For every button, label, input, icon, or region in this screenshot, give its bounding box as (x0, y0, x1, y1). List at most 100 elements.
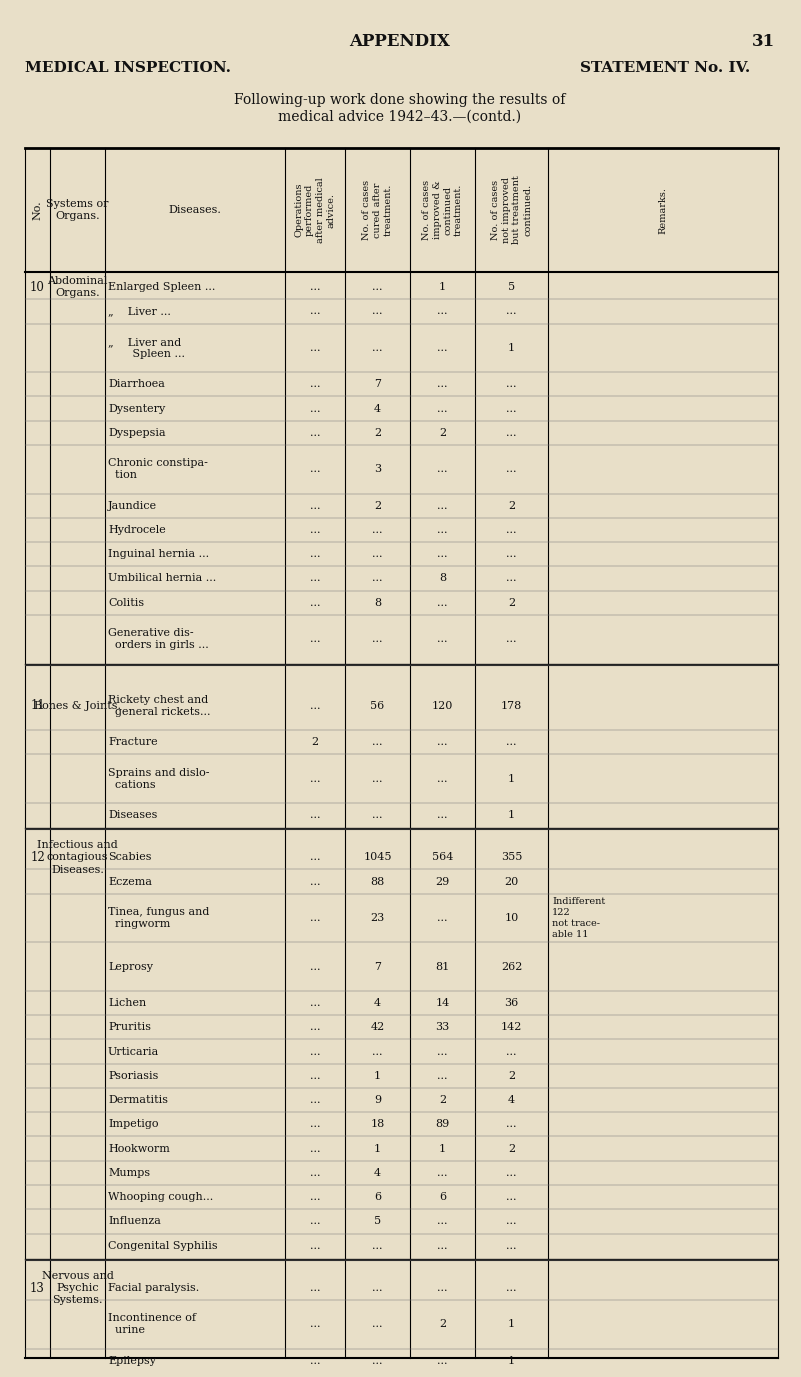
Text: Eczema: Eczema (108, 877, 152, 887)
Text: 29: 29 (436, 877, 449, 887)
Text: No. of cases
improved &
continued
treatment.: No. of cases improved & continued treatm… (422, 180, 463, 240)
Text: 4: 4 (508, 1095, 515, 1106)
Text: 6: 6 (439, 1192, 446, 1202)
Text: ...: ... (372, 307, 383, 317)
Text: ...: ... (372, 525, 383, 534)
Text: ...: ... (437, 525, 448, 534)
Text: Dermatitis: Dermatitis (108, 1095, 168, 1106)
Text: ...: ... (506, 1283, 517, 1293)
Text: Dyspepsia: Dyspepsia (108, 428, 166, 438)
Text: ...: ... (506, 379, 517, 390)
Text: ...: ... (310, 852, 320, 862)
Text: ...: ... (437, 403, 448, 413)
Text: Epilepsy: Epilepsy (108, 1356, 156, 1366)
Text: Leprosy: Leprosy (108, 961, 153, 972)
Text: „    Liver and
       Spleen ...: „ Liver and Spleen ... (108, 337, 185, 359)
Text: ...: ... (310, 810, 320, 819)
Text: „    Liver ...: „ Liver ... (108, 307, 171, 317)
Text: ...: ... (506, 403, 517, 413)
Text: 2: 2 (439, 428, 446, 438)
Text: ...: ... (437, 913, 448, 923)
Text: 1: 1 (374, 1144, 381, 1154)
Text: ...: ... (506, 1216, 517, 1227)
Text: 1: 1 (508, 343, 515, 353)
Text: ...: ... (437, 774, 448, 784)
Text: 120: 120 (432, 701, 453, 711)
Text: 33: 33 (436, 1022, 449, 1033)
Text: 178: 178 (501, 701, 522, 711)
Text: Whooping cough...: Whooping cough... (108, 1192, 213, 1202)
Text: Influenza: Influenza (108, 1216, 161, 1227)
Text: 4: 4 (374, 998, 381, 1008)
Text: ...: ... (372, 1283, 383, 1293)
Text: ...: ... (372, 573, 383, 584)
Text: ...: ... (310, 701, 320, 711)
Text: 4: 4 (374, 403, 381, 413)
Text: ...: ... (437, 343, 448, 353)
Text: 89: 89 (436, 1120, 449, 1129)
Text: ...: ... (506, 1120, 517, 1129)
Text: 1: 1 (374, 1071, 381, 1081)
Text: ...: ... (310, 1241, 320, 1250)
Text: ...: ... (506, 1047, 517, 1056)
Text: ...: ... (310, 635, 320, 644)
Text: APPENDIX: APPENDIX (349, 33, 450, 51)
Text: Infectious and
contagious
Diseases.: Infectious and contagious Diseases. (37, 840, 118, 874)
Text: ...: ... (310, 428, 320, 438)
Text: 81: 81 (436, 961, 449, 972)
Text: 2: 2 (508, 501, 515, 511)
Text: ...: ... (372, 635, 383, 644)
Text: ...: ... (310, 282, 320, 292)
Text: No.: No. (33, 200, 42, 220)
Text: No. of cases
not improved
but treatment
continued.: No. of cases not improved but treatment … (491, 176, 532, 244)
Text: ...: ... (437, 1356, 448, 1366)
Text: 5: 5 (508, 282, 515, 292)
Text: 1: 1 (508, 1356, 515, 1366)
Text: ...: ... (372, 282, 383, 292)
Text: ...: ... (310, 1319, 320, 1329)
Text: 2: 2 (508, 1071, 515, 1081)
Text: 355: 355 (501, 852, 522, 862)
Text: 2: 2 (508, 1144, 515, 1154)
Text: STATEMENT No. IV.: STATEMENT No. IV. (580, 61, 751, 74)
Text: Umbilical hernia ...: Umbilical hernia ... (108, 573, 216, 584)
Text: 36: 36 (505, 998, 518, 1008)
Text: ...: ... (310, 403, 320, 413)
Text: Mumps: Mumps (108, 1168, 150, 1177)
Text: 1: 1 (508, 1319, 515, 1329)
Text: Psoriasis: Psoriasis (108, 1071, 159, 1081)
Text: 142: 142 (501, 1022, 522, 1033)
Text: Rickety chest and
  general rickets...: Rickety chest and general rickets... (108, 695, 211, 717)
Text: ...: ... (372, 774, 383, 784)
Text: ...: ... (372, 549, 383, 559)
Text: ...: ... (506, 573, 517, 584)
Text: ...: ... (437, 464, 448, 474)
Text: 12: 12 (30, 851, 45, 863)
Text: ...: ... (372, 1241, 383, 1250)
Text: ...: ... (310, 343, 320, 353)
Text: 8: 8 (439, 573, 446, 584)
Text: 7: 7 (374, 379, 381, 390)
Text: Facial paralysis.: Facial paralysis. (108, 1283, 199, 1293)
Text: Fracture: Fracture (108, 737, 158, 748)
Text: ...: ... (310, 549, 320, 559)
Text: ...: ... (437, 549, 448, 559)
Text: ...: ... (506, 1192, 517, 1202)
Text: ...: ... (437, 1283, 448, 1293)
Text: 3: 3 (374, 464, 381, 474)
Text: ...: ... (310, 774, 320, 784)
Text: 31: 31 (752, 33, 775, 51)
Text: 18: 18 (370, 1120, 384, 1129)
Text: ...: ... (437, 1047, 448, 1056)
Text: Scabies: Scabies (108, 852, 151, 862)
Text: 88: 88 (370, 877, 384, 887)
Text: medical advice 1942–43.—(contd.): medical advice 1942–43.—(contd.) (279, 110, 521, 124)
Text: 1: 1 (508, 810, 515, 819)
Text: Dysentery: Dysentery (108, 403, 165, 413)
Text: ...: ... (506, 635, 517, 644)
Text: ...: ... (310, 1283, 320, 1293)
Text: 1: 1 (439, 1144, 446, 1154)
Text: Urticaria: Urticaria (108, 1047, 159, 1056)
Text: Bones & Joints.: Bones & Joints. (34, 701, 121, 711)
Text: ...: ... (310, 307, 320, 317)
